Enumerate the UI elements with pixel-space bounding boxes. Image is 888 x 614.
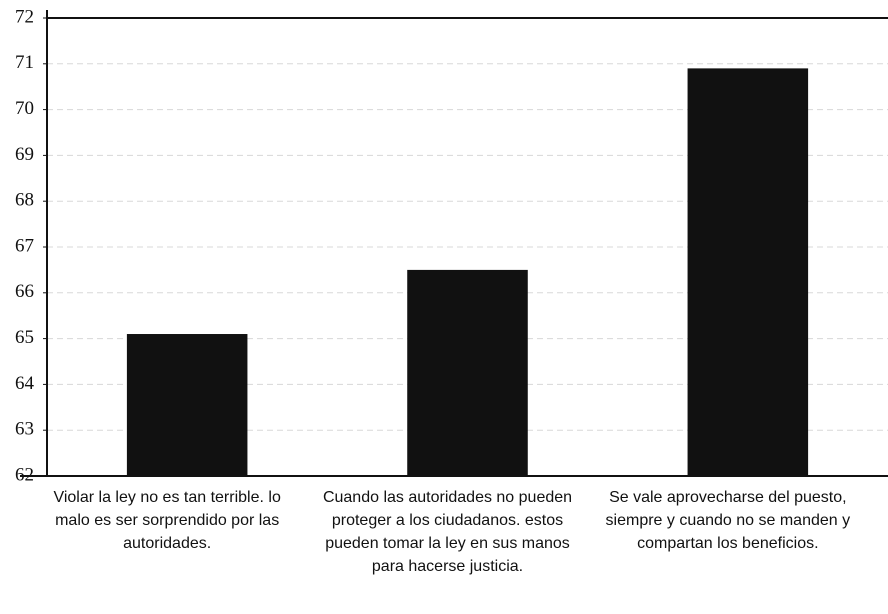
- x-tick-label: Violar la ley no es tan terrible. lo mal…: [53, 489, 281, 552]
- y-tick-label: 64: [15, 373, 35, 394]
- y-tick-label: 72: [15, 6, 34, 27]
- y-tick-label: 66: [15, 281, 34, 302]
- x-tick-label: Cuando las autoridades no pueden protege…: [322, 489, 573, 575]
- y-tick-label: 68: [15, 190, 34, 211]
- y-tick-label: 67: [15, 235, 34, 256]
- y-tick-label: 62: [15, 464, 34, 485]
- bar: [687, 68, 809, 476]
- y-tick-label: 63: [15, 419, 34, 440]
- y-tick-label: 65: [15, 327, 34, 348]
- bar: [126, 334, 248, 476]
- y-tick-label: 69: [15, 144, 34, 165]
- x-tick-label: Se vale aprovecharse del puesto, siempre…: [605, 489, 851, 552]
- bar: [407, 269, 528, 476]
- y-tick-label: 71: [15, 52, 34, 73]
- y-tick-label: 70: [15, 98, 34, 119]
